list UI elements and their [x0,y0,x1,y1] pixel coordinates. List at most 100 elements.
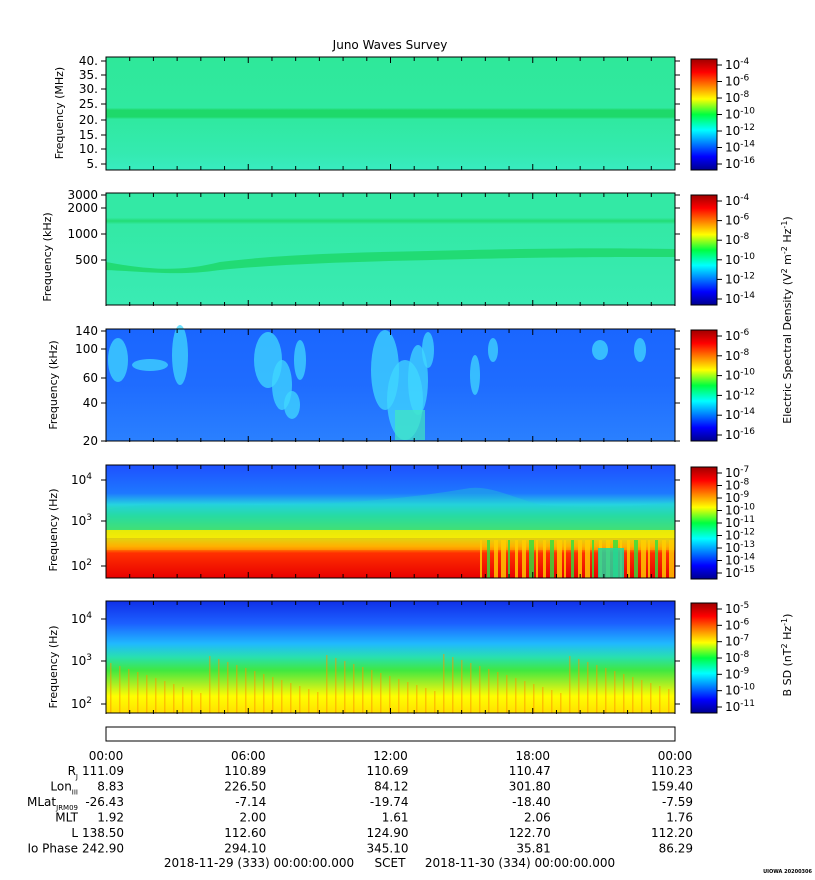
streak [263,674,265,713]
streak [641,680,643,713]
colorbar-tick-label: 10-10 [725,683,755,698]
ephem-value: 2.06 [524,811,551,825]
ephemeris-table: RJ 111.09 110.89 110.69 110.47 110.23 LonIII 8.… [27,764,693,856]
streak [164,681,166,713]
streak [571,540,574,578]
y-tick-label: 104 [71,611,92,626]
y-tick-label: 102 [71,558,92,573]
streak [398,679,400,713]
colorbar-tick-label: 10-7 [725,634,749,649]
colorbar-ticks-4: 10-710-810-910-1010-1110-1210-1310-1410-… [717,465,755,580]
burst-blob [470,355,480,395]
colorbar-tick-label: 10-12 [725,123,755,138]
burst-blob [422,332,434,368]
ephem-value: 35.81 [516,842,550,856]
streak [515,540,518,578]
colorbar-tick-label: 10-4 [725,57,750,72]
credit-stamp: UIOWA 20200306 [763,869,812,875]
streak [564,540,566,578]
colorbar-4 [690,466,718,580]
streak [551,690,553,713]
streak [479,666,481,713]
streak [335,658,337,713]
ephem-value: -7.14 [235,795,266,809]
streak [407,682,409,713]
colorbar-tick-label: 10-8 [725,232,750,247]
streak [308,689,310,713]
colorbar-1 [690,58,718,171]
colorbar-5 [690,602,718,714]
colorbar-tick-label: 10-10 [725,368,755,383]
ephem-value: 1.92 [97,811,124,825]
streak [508,540,510,578]
burst-blob [395,410,425,440]
ephem-value: 86.29 [659,842,693,856]
streak [119,666,121,713]
colorbar-tick-label: 10-5 [725,601,749,616]
y-tick-label: 30. [79,82,98,96]
streak [290,683,292,713]
streak [542,687,544,713]
y-axis-1: 40.35.30.25. 20.15.10.5. [79,54,680,171]
burst-features [108,325,646,440]
y-tick-label: 1000 [67,227,98,241]
streak [461,660,463,713]
y-axis-label-1: Frequency (MHz) [53,67,66,159]
streak [353,664,355,713]
streak-features [106,487,675,578]
streak [587,662,589,713]
streak [605,668,607,713]
streak [515,678,517,713]
ephem-row-label: Io Phase [27,842,78,856]
time-tick-label: 18:00 [515,749,550,763]
colorbar-tick-label: 10-8 [725,650,750,665]
streak [543,540,546,578]
burst-blob [408,345,428,415]
burst-blob [108,338,128,382]
colorbar-tick-label: 10-11 [725,699,755,714]
ephem-value: 226.50 [224,780,266,794]
y-tick-label: 2000 [67,201,98,215]
streak [371,670,373,713]
streak [137,672,139,713]
streak [592,540,594,578]
streak [497,672,499,713]
streak [560,693,562,713]
y-axis-label-4: Frequency (Hz) [47,489,60,572]
time-tick-label: 06:00 [231,749,266,763]
panel-4: 104 103 102 Frequency (Hz) 10-710-810-910-… [47,464,755,580]
y-tick-label: 25. [79,97,98,111]
y-tick-label: 15. [79,128,98,142]
streak [317,692,319,713]
streak [173,684,175,713]
streak [480,540,482,578]
streak [533,684,535,713]
streak [578,659,580,713]
ephem-value: -7.59 [662,795,693,809]
streak [443,654,445,713]
colorbar-ticks-2: 10-4 10-6 10-8 10-10 10-12 10-14 [717,193,755,306]
ephem-value: 8.83 [97,780,124,794]
streak [326,655,328,713]
streak [425,688,427,713]
streak [669,540,674,578]
ephem-value: 110.47 [509,764,551,778]
y-tick-label: 10. [79,142,98,156]
colorbar-tick-label: 10-14 [725,407,755,422]
colorbar-tick-label: 10-8 [725,348,750,363]
ephem-value: -18.40 [512,795,551,809]
streak [578,540,582,578]
colorbar-tick-label: 10-9 [725,666,750,681]
ephem-value: 111.09 [82,764,124,778]
y-tick-label: 103 [71,653,92,668]
streak [191,690,193,713]
ephem-value: 294.10 [224,842,266,856]
streak [344,661,346,713]
streak [569,656,571,713]
streak [596,665,598,713]
streak [650,683,652,713]
